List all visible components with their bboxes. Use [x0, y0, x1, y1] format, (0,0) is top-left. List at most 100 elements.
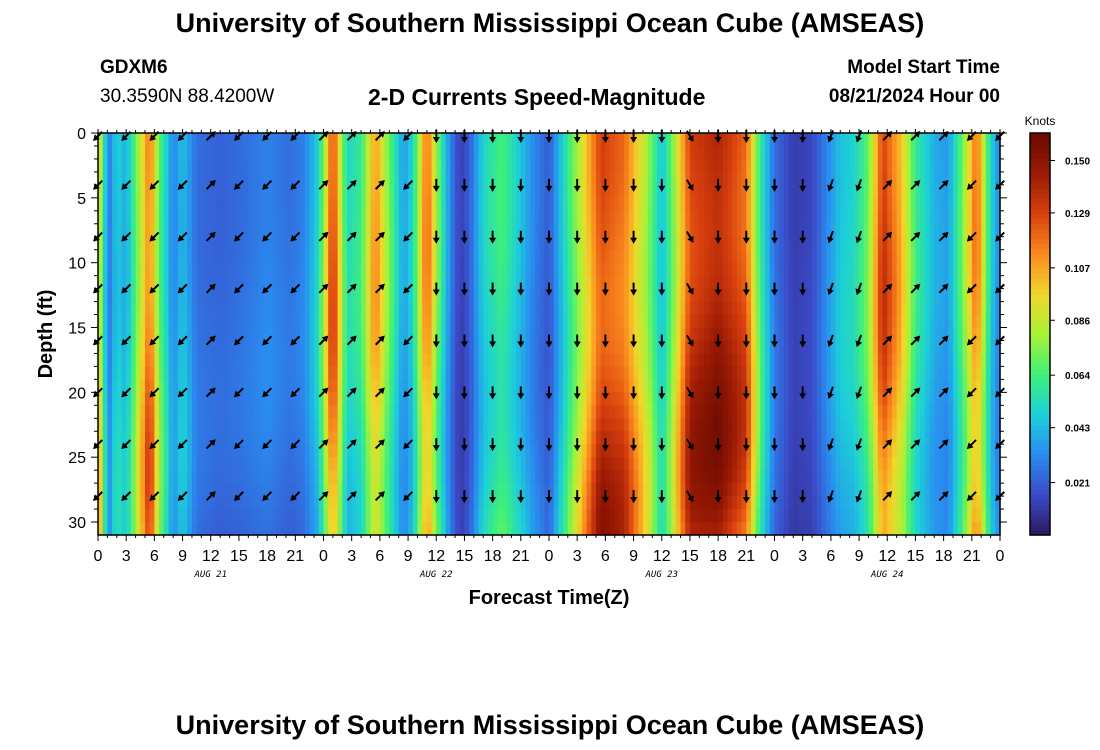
heat-cell: [257, 496, 264, 510]
heat-cell: [163, 249, 170, 264]
heat-cell: [332, 275, 339, 290]
heat-cell: [783, 509, 790, 523]
heat-cell: [370, 470, 376, 484]
heat-cell: [708, 158, 715, 173]
heat-cell: [497, 392, 503, 406]
heat-cell: [267, 275, 273, 290]
heat-cell: [408, 470, 414, 484]
heat-cell: [412, 457, 419, 471]
heat-cell: [238, 249, 245, 264]
heat-cell: [379, 392, 386, 406]
heat-cell: [563, 171, 569, 186]
heat-cell: [534, 275, 541, 290]
heat-cell: [393, 262, 400, 277]
heat-cell: [755, 496, 762, 510]
heat-cell: [422, 327, 428, 342]
heat-cell: [220, 470, 226, 484]
heat-cell: [699, 133, 705, 147]
heat-cell: [736, 522, 743, 536]
heat-cell: [581, 133, 588, 147]
heat-cell: [713, 418, 719, 432]
heat-cell: [426, 483, 433, 497]
heat-cell: [699, 210, 705, 225]
heat-cell: [633, 197, 639, 212]
heat-cell: [234, 158, 240, 173]
heat-cell: [393, 210, 400, 225]
heat-cell: [732, 340, 738, 355]
heat-cell: [736, 496, 743, 510]
heat-cell: [694, 379, 700, 393]
heat-cell: [638, 483, 644, 497]
heat-cell: [130, 327, 137, 342]
heat-cell: [657, 353, 663, 368]
heat-cell: [741, 275, 747, 290]
heat-cell: [389, 145, 395, 160]
heat-cell: [755, 314, 762, 329]
heat-cell: [187, 392, 193, 406]
heat-cell: [506, 223, 513, 238]
heat-cell: [323, 379, 329, 393]
heat-cell: [600, 470, 606, 484]
heat-cell: [638, 379, 644, 393]
heat-cell: [478, 392, 484, 406]
heat-cell: [826, 431, 832, 445]
heat-cell: [107, 171, 113, 186]
heat-cell: [126, 301, 132, 316]
heat-cell: [624, 509, 630, 523]
heat-cell: [365, 405, 372, 419]
heat-cell: [802, 171, 808, 186]
heat-cell: [436, 522, 442, 536]
heat-cell: [238, 236, 245, 251]
heat-cell: [713, 483, 719, 497]
heat-cell: [830, 496, 837, 510]
heat-cell: [351, 392, 357, 406]
heat-cell: [351, 470, 357, 484]
heat-cell: [506, 301, 513, 316]
heat-cell: [238, 522, 245, 536]
heat-cell: [708, 509, 715, 523]
heat-cell: [215, 483, 221, 497]
heat-cell: [290, 158, 296, 173]
heat-cell: [196, 314, 202, 329]
heat-cell: [675, 158, 682, 173]
heat-cell: [314, 133, 320, 147]
heat-cell: [520, 509, 527, 523]
heat-cell: [422, 496, 428, 510]
heat-cell: [689, 353, 696, 368]
heat-cell: [727, 522, 733, 536]
heat-cell: [107, 184, 113, 199]
heat-cell: [722, 327, 729, 342]
heat-cell: [746, 483, 752, 497]
heat-cell: [290, 145, 296, 160]
heat-cell: [173, 171, 179, 186]
heat-cell: [206, 418, 212, 432]
heat-cell: [694, 262, 700, 277]
heat-cell: [130, 184, 137, 199]
heat-cell: [356, 171, 362, 186]
heat-cell: [478, 483, 484, 497]
heat-cell: [774, 223, 780, 238]
heat-cell: [534, 327, 541, 342]
heat-cell: [553, 223, 559, 238]
heat-cell: [276, 171, 282, 186]
heat-cell: [506, 236, 513, 251]
heat-cell: [149, 509, 155, 523]
heat-cell: [487, 444, 494, 458]
heat-cell: [793, 405, 799, 419]
heat-cell: [525, 509, 531, 523]
heat-cell: [516, 483, 522, 497]
heat-cell: [713, 249, 719, 264]
heat-cell: [600, 509, 606, 523]
heat-cell: [403, 522, 409, 536]
heat-cell: [553, 184, 559, 199]
heat-cell: [314, 340, 320, 355]
heat-cell: [177, 483, 184, 497]
heat-cell: [614, 223, 621, 238]
heat-cell: [177, 327, 184, 342]
heat-cell: [159, 379, 165, 393]
heat-cell: [577, 275, 583, 290]
heat-cell: [398, 496, 404, 510]
heat-cell: [144, 366, 151, 380]
heat-cell: [417, 379, 423, 393]
heat-cell: [201, 431, 207, 445]
